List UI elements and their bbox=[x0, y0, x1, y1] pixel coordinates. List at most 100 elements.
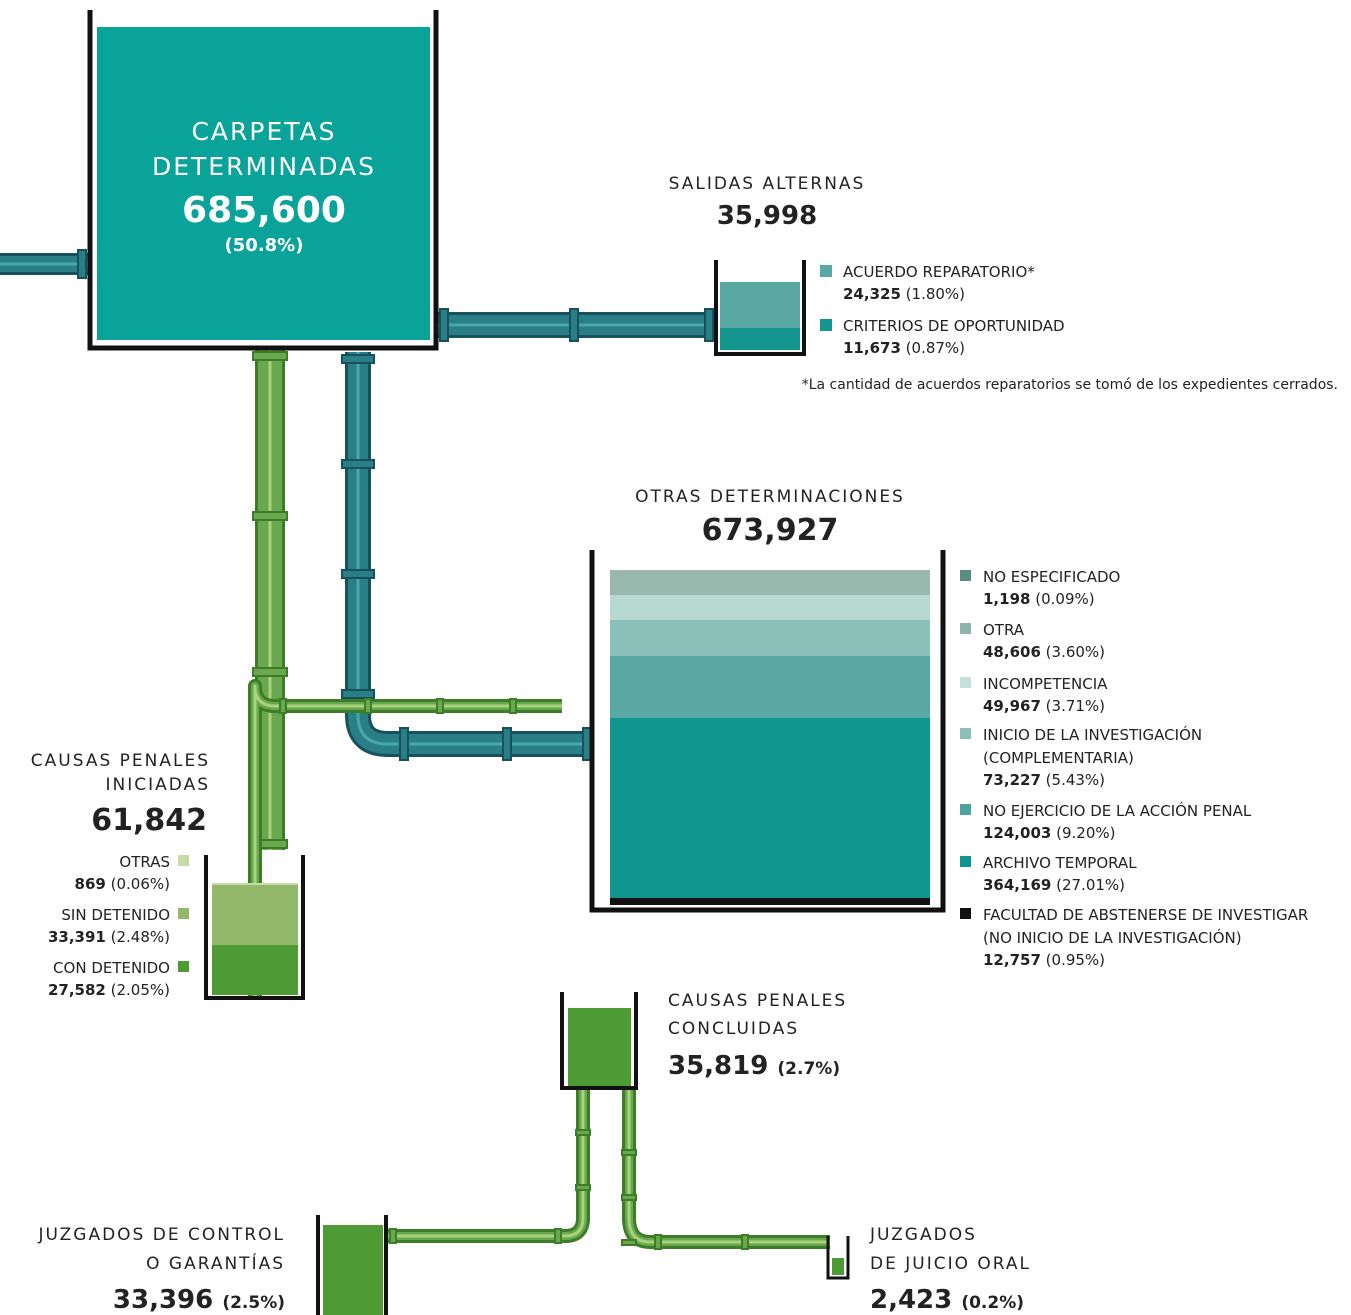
joint bbox=[569, 308, 579, 342]
legend-label: INICIO DE LA INVESTIGACIÓN bbox=[983, 725, 1202, 744]
value: 12,757 bbox=[983, 951, 1041, 969]
legend-value: 49,967 (3.71%) bbox=[983, 697, 1105, 715]
pct: (9.20%) bbox=[1056, 824, 1115, 842]
value: 2,423 (0.2%) bbox=[870, 1285, 1024, 1315]
fill bbox=[212, 945, 298, 995]
fill bbox=[610, 620, 930, 656]
fill bbox=[610, 570, 930, 595]
legend-label: OTRA bbox=[983, 621, 1025, 639]
value: 48,606 bbox=[983, 643, 1041, 661]
legend-label: ARCHIVO TEMPORAL bbox=[983, 854, 1137, 872]
pipe bbox=[356, 352, 592, 746]
value: 1,198 bbox=[983, 590, 1030, 608]
fill bbox=[720, 328, 800, 350]
joint bbox=[575, 1184, 591, 1191]
legend-label: CRITERIOS DE OPORTUNIDAD bbox=[843, 317, 1065, 335]
legend: NO ESPECIFICADO 1,198 (0.09%) OTRA 48,606 (… bbox=[960, 568, 1308, 969]
main-tank bbox=[87, 10, 439, 351]
joint bbox=[399, 727, 409, 761]
joint bbox=[704, 308, 714, 342]
pct: (0.2%) bbox=[961, 1293, 1024, 1313]
value: 11,673 bbox=[843, 339, 901, 357]
fill bbox=[212, 883, 298, 885]
legend-swatch bbox=[820, 319, 832, 331]
fill bbox=[568, 1008, 631, 1086]
pipe bbox=[386, 1088, 585, 1238]
value: 35,819 (2.7%) bbox=[668, 1051, 840, 1081]
pipe bbox=[345, 352, 592, 757]
tank bbox=[204, 855, 305, 1000]
legend-value: 124,003 (9.20%) bbox=[983, 824, 1115, 842]
legend-label: NO ESPECIFICADO bbox=[983, 568, 1120, 586]
pipe bbox=[386, 1088, 587, 1240]
joint bbox=[436, 698, 444, 714]
legend-value: 48,606 (3.60%) bbox=[983, 643, 1105, 661]
legend-label: FACULTAD DE ABSTENERSE DE INVESTIGAR bbox=[983, 906, 1308, 924]
title: CONCLUIDAS bbox=[668, 1019, 799, 1039]
legend-swatch bbox=[960, 804, 971, 815]
joint bbox=[741, 1234, 749, 1250]
joint bbox=[654, 1234, 662, 1250]
pct: (2.48%) bbox=[111, 928, 170, 946]
joint bbox=[364, 698, 372, 714]
legend-value: 869 (0.06%) bbox=[75, 875, 170, 893]
joint bbox=[621, 1239, 637, 1246]
legend-swatch bbox=[820, 265, 832, 277]
pct: (3.60%) bbox=[1046, 643, 1105, 661]
value: 27,582 bbox=[48, 981, 106, 999]
fill bbox=[610, 718, 930, 898]
main-pct: (50.8%) bbox=[225, 235, 304, 256]
pct: (1.80%) bbox=[906, 285, 965, 303]
joint bbox=[252, 351, 288, 361]
joint bbox=[389, 1228, 397, 1244]
fill bbox=[610, 656, 930, 718]
joint bbox=[341, 689, 375, 699]
legend: OTRAS 869 (0.06%) SIN DETENIDO 33,391 (2.48… bbox=[48, 853, 189, 999]
joint bbox=[621, 1194, 637, 1201]
title: DE JUICIO ORAL bbox=[870, 1254, 1031, 1274]
joint bbox=[502, 727, 512, 761]
fill bbox=[720, 282, 800, 328]
value: 24,325 bbox=[843, 285, 901, 303]
joint bbox=[575, 1129, 591, 1136]
legend-value: 11,673 (0.87%) bbox=[843, 339, 965, 357]
joint bbox=[279, 698, 287, 714]
tank bbox=[714, 260, 806, 356]
legend-swatch bbox=[960, 623, 971, 634]
main-title: DETERMINADAS bbox=[152, 152, 376, 181]
note: *La cantidad de acuerdos reparatorios se… bbox=[802, 377, 1338, 393]
title: O GARANTÍAS bbox=[146, 1252, 285, 1274]
value: 49,967 bbox=[983, 697, 1041, 715]
value: 35,998 bbox=[717, 201, 817, 231]
legend-label: INCOMPETENCIA bbox=[983, 675, 1108, 693]
title: CAUSAS PENALES bbox=[668, 991, 847, 1011]
pct: (0.09%) bbox=[1035, 590, 1094, 608]
legend-value: 1,198 (0.09%) bbox=[983, 590, 1095, 608]
joint bbox=[439, 308, 449, 342]
pipe bbox=[386, 1088, 590, 1243]
legend-swatch bbox=[960, 677, 971, 688]
title: SALIDAS ALTERNAS bbox=[669, 174, 866, 194]
pct: (0.06%) bbox=[111, 875, 170, 893]
title: JUZGADOS DE CONTROL bbox=[37, 1225, 285, 1245]
tank bbox=[560, 992, 638, 1090]
legend-swatch bbox=[178, 855, 189, 866]
title: INICIADAS bbox=[106, 775, 210, 795]
value: 2,423 bbox=[870, 1285, 952, 1315]
joint bbox=[621, 1149, 637, 1156]
value: 364,169 bbox=[983, 876, 1051, 894]
legend-label: NO EJERCICIO DE LA ACCIÓN PENAL bbox=[983, 801, 1252, 820]
legend-value: 364,169 (27.01%) bbox=[983, 876, 1125, 894]
joint bbox=[341, 459, 375, 469]
joint bbox=[509, 698, 517, 714]
legend-label: ACUERDO REPARATORIO* bbox=[843, 263, 1035, 281]
pipe bbox=[627, 1088, 830, 1244]
legend-value: 33,391 (2.48%) bbox=[48, 928, 170, 946]
legend-label: SIN DETENIDO bbox=[61, 906, 170, 924]
legend-label: OTRAS bbox=[119, 853, 170, 871]
legend-swatch bbox=[178, 961, 189, 972]
pct: (2.05%) bbox=[111, 981, 170, 999]
value: 33,391 bbox=[48, 928, 106, 946]
pipe bbox=[622, 1088, 830, 1249]
